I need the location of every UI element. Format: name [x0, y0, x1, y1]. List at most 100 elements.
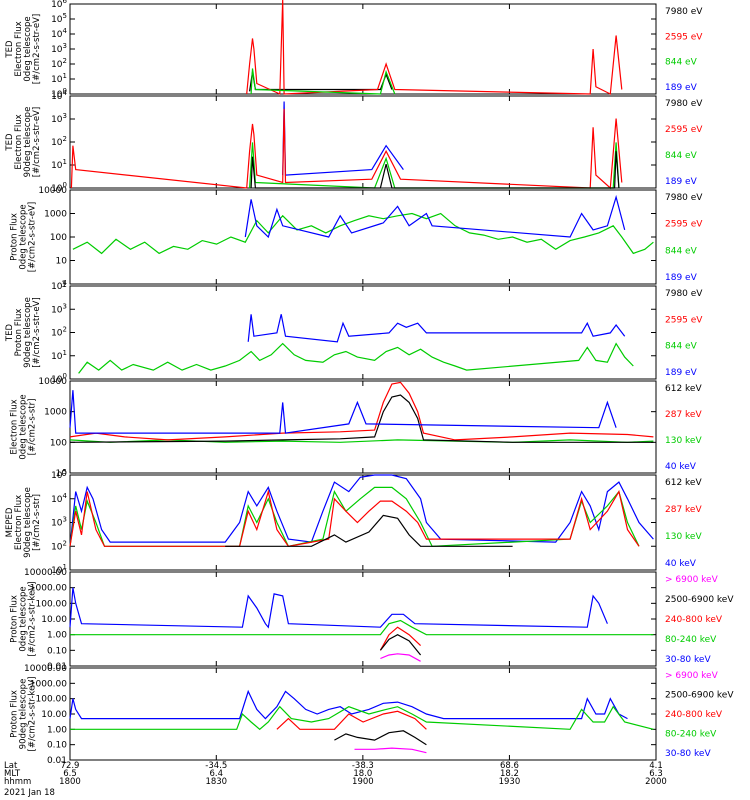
y-tick-exp: 3: [63, 516, 67, 524]
y-tick-exp: 5: [63, 468, 67, 476]
y-tick-label: 100.00: [36, 599, 68, 609]
y-tick-base: 10: [51, 329, 63, 339]
y-tick-label: 10.00: [41, 710, 67, 720]
y-tick-exp: 4: [63, 492, 68, 500]
legend-entry: 7980 eV: [665, 7, 703, 17]
legend-entry: 2595 eV: [665, 220, 703, 230]
y-tick-label: 100: [50, 438, 67, 448]
legend-entry: 189 eV: [665, 368, 698, 378]
y-tick-base: 100: [50, 438, 67, 448]
y-tick-exp: 6: [63, 0, 68, 5]
y-tick-base: 10.00: [41, 710, 67, 720]
series-line-1: [282, 101, 404, 176]
panel-5: 10 100 1000 10000 Electron Flux 0deg telescop…: [10, 377, 703, 479]
x-tick-label-mlt: 18.2: [500, 769, 519, 779]
y-axis-label: TED: [5, 40, 15, 59]
legend-entry: > 6900 keV: [665, 575, 719, 585]
series-line-2: [244, 194, 626, 239]
legend-entry: 2500-6900 keV: [665, 595, 734, 605]
y-tick-label: 10000: [38, 377, 67, 387]
y-axis-label: [#/cm2-s-str-eV]: [32, 107, 42, 177]
y-tick-base: 1000: [44, 210, 67, 220]
x-tick-label-mlt: 6.4: [210, 769, 224, 779]
panel-frame: [69, 667, 657, 761]
y-tick-base: 10: [51, 92, 63, 102]
y-tick-label: 100.00: [36, 695, 68, 705]
x-tick-label-lat: -34.5: [205, 761, 227, 771]
panel-frame: [69, 474, 657, 571]
legend-entry: 7980 eV: [665, 289, 703, 299]
y-tick-exp: 2: [63, 326, 67, 334]
y-tick-base: 1000: [44, 408, 67, 418]
series-line-3: [250, 68, 396, 95]
x-tick-label-hhmm: 1900: [352, 777, 374, 787]
y-tick-exp: 3: [63, 302, 67, 310]
y-tick-label: 101: [51, 563, 67, 576]
panel-frame: [69, 95, 657, 189]
y-tick-label: 100: [51, 181, 67, 194]
y-axis-label: TED: [5, 323, 15, 342]
x-tick-label-mlt: 18.0: [353, 769, 372, 779]
y-tick-base: 10: [51, 352, 63, 362]
y-tick-exp: 3: [63, 112, 67, 120]
x-axis-row-label: Lat: [4, 761, 18, 771]
legend-entry: 2595 eV: [665, 315, 703, 325]
x-axis-row-label: MLT: [4, 769, 21, 779]
legend-entry: 80-240 keV: [665, 730, 717, 740]
series-line-2: [70, 705, 654, 731]
legend-entry: 189 eV: [665, 83, 698, 93]
y-tick-exp: 4: [63, 89, 68, 97]
y-tick-base: 1.00: [47, 725, 67, 735]
y-tick-base: 10: [51, 45, 63, 55]
panel-frame: [69, 3, 657, 95]
y-axis-label: [#/cm2-s-str-eV]: [28, 202, 38, 272]
x-tick-label-hhmm: 1830: [205, 777, 227, 787]
y-tick-base: 10: [51, 60, 63, 70]
y-tick-base: 100: [50, 233, 67, 243]
y-tick-label: 10.00: [41, 615, 67, 625]
legend-entry: 130 keV: [665, 532, 702, 542]
y-axis-label: 0deg telescope: [19, 586, 29, 651]
legend-entry: 7980 eV: [665, 193, 703, 203]
y-tick-base: 1000.00: [30, 679, 67, 689]
legend-entry: 189 eV: [665, 273, 698, 283]
series-line-4: [334, 730, 427, 746]
series-line-4: [225, 514, 513, 547]
y-axis-label: Electron Flux: [14, 114, 24, 169]
y-tick-label: 101: [51, 349, 67, 362]
y-tick-base: 1: [61, 280, 67, 290]
y-tick-base: 10000.00: [24, 664, 67, 674]
x-tick-label-hhmm: 2000: [645, 777, 667, 787]
legend-entry: 30-80 keV: [665, 655, 711, 665]
series-line-5: [380, 653, 421, 662]
series-line-5: [354, 747, 427, 754]
y-axis-label: 0deg telescope: [19, 204, 29, 269]
y-tick-exp: 0: [63, 181, 67, 189]
legend-entry: 844 eV: [665, 151, 698, 161]
y-axis-label: [#/cm2-s-str-keV]: [28, 677, 38, 752]
series-line-2: [247, 314, 626, 343]
y-tick-label: 1.00: [47, 631, 67, 641]
series-line-4: [69, 390, 617, 434]
y-tick-exp: 0: [63, 372, 67, 380]
legend-entry: 844 eV: [665, 246, 698, 256]
y-tick-label: 10000: [38, 186, 67, 196]
y-tick-label: 102: [51, 326, 67, 339]
y-tick-label: 1000.00: [30, 584, 67, 594]
y-tick-label: 105: [51, 12, 67, 25]
legend-entry: 80-240 keV: [665, 635, 717, 645]
y-axis-label: TED: [5, 133, 15, 152]
y-tick-base: 10: [51, 375, 63, 385]
y-tick-label: 10: [56, 257, 68, 267]
y-tick-base: 10: [56, 257, 68, 267]
y-tick-base: 10: [51, 542, 63, 552]
y-tick-base: 10: [51, 115, 63, 125]
legend-entry: 612 keV: [665, 478, 702, 488]
legend-entry: 844 eV: [665, 342, 698, 352]
y-tick-base: 10: [51, 305, 63, 315]
y-tick-label: 1: [61, 280, 67, 290]
